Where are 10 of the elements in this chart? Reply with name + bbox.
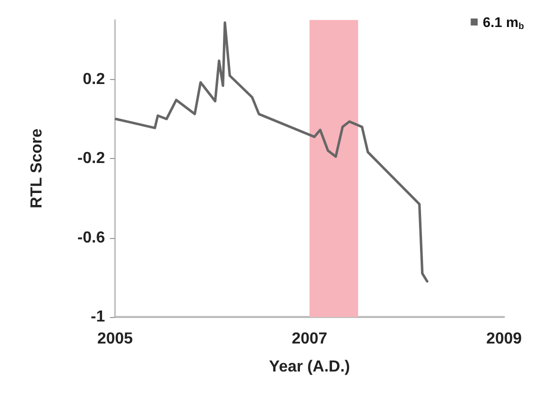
x-tick-label: 2009 bbox=[486, 330, 522, 348]
y-tick-label: -1 bbox=[90, 308, 106, 326]
y-tick-label: 0.2 bbox=[82, 70, 106, 88]
y-tick-label: -0.6 bbox=[77, 229, 106, 246]
y-tick-label: -0.2 bbox=[77, 150, 106, 168]
x-tick-label: 2005 bbox=[97, 330, 133, 348]
x-tick-label: 2007 bbox=[292, 330, 328, 348]
y-axis-title: RTL Score bbox=[28, 128, 46, 208]
x-axis-title: Year (A.D.) bbox=[269, 358, 350, 376]
line-series bbox=[114, 21, 428, 283]
